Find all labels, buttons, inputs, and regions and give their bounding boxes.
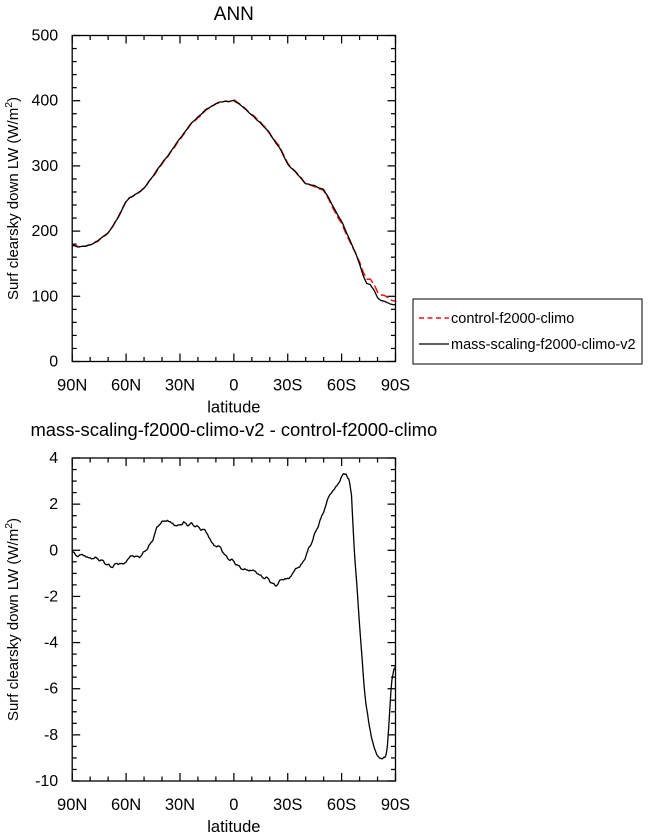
svg-text:latitude: latitude — [207, 399, 260, 417]
svg-text:mass-scaling-f2000-climo-v2 -: mass-scaling-f2000-climo-v2 - control-f2… — [30, 419, 437, 440]
svg-text:-8: -8 — [44, 727, 58, 744]
svg-text:30S: 30S — [273, 796, 302, 814]
svg-text:60S: 60S — [327, 796, 356, 814]
svg-text:4: 4 — [49, 450, 58, 467]
svg-text:-4: -4 — [44, 635, 58, 652]
svg-text:30S: 30S — [273, 377, 302, 395]
svg-text:500: 500 — [31, 28, 58, 45]
svg-text:Surf clearsky down LW (W/m2): Surf clearsky down LW (W/m2) — [3, 97, 22, 300]
svg-text:200: 200 — [31, 223, 58, 240]
svg-text:-6: -6 — [44, 681, 58, 698]
svg-text:0: 0 — [49, 542, 58, 559]
svg-text:60N: 60N — [111, 796, 141, 814]
svg-text:300: 300 — [31, 158, 58, 175]
svg-text:0: 0 — [229, 377, 238, 395]
svg-text:control-f2000-climo: control-f2000-climo — [451, 311, 574, 327]
svg-text:latitude: latitude — [207, 818, 260, 836]
svg-text:60S: 60S — [327, 377, 356, 395]
svg-text:30N: 30N — [165, 796, 195, 814]
svg-text:-2: -2 — [44, 588, 58, 605]
svg-text:400: 400 — [31, 93, 58, 110]
svg-text:100: 100 — [31, 288, 58, 305]
svg-text:90S: 90S — [381, 796, 410, 814]
svg-text:90N: 90N — [57, 796, 87, 814]
svg-text:ANN: ANN — [214, 4, 254, 25]
svg-text:90N: 90N — [57, 377, 87, 395]
svg-text:-10: -10 — [35, 773, 58, 790]
svg-text:30N: 30N — [165, 377, 195, 395]
svg-text:Surf clearsky down LW (W/m2): Surf clearsky down LW (W/m2) — [3, 518, 22, 721]
svg-text:0: 0 — [49, 354, 58, 371]
svg-text:60N: 60N — [111, 377, 141, 395]
svg-text:2: 2 — [49, 496, 58, 513]
svg-text:mass-scaling-f2000-climo-v2: mass-scaling-f2000-climo-v2 — [451, 337, 636, 353]
svg-text:0: 0 — [229, 796, 238, 814]
svg-text:90S: 90S — [381, 377, 410, 395]
